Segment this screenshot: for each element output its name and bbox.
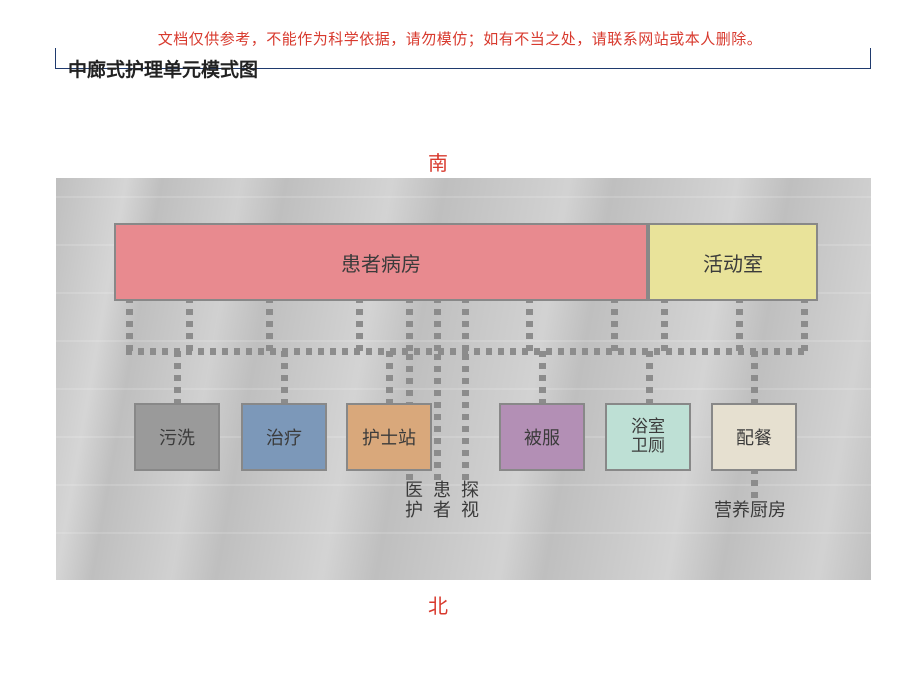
- corridor-path: [386, 348, 393, 405]
- corridor-path: [526, 301, 533, 351]
- room-treat: 治疗: [241, 403, 327, 471]
- entry-label: 患者: [428, 480, 454, 520]
- corridor-path: [801, 301, 808, 351]
- corridor-path: [751, 348, 758, 405]
- corridor-path: [646, 348, 653, 405]
- disclaimer-text: 文档仅供参考，不能作为科学依据，请勿模仿；如有不当之处，请联系网站或本人删除。: [0, 28, 920, 49]
- corridor-path: [356, 301, 363, 351]
- direction-south-label: 南: [428, 147, 448, 176]
- corridor-path: [611, 301, 618, 351]
- corridor-path: [186, 301, 193, 351]
- kitchen-label: 营养厨房: [714, 496, 786, 522]
- room-bedding: 被服: [499, 403, 585, 471]
- room-bath: 浴室卫厕: [605, 403, 691, 471]
- direction-north-label: 北: [428, 590, 448, 619]
- corridor-path: [406, 301, 413, 351]
- room-dirty: 污洗: [134, 403, 220, 471]
- corridor-path: [751, 471, 758, 498]
- corridor-path: [434, 301, 441, 351]
- corridor-path: [434, 348, 441, 480]
- corridor-path: [462, 348, 469, 480]
- page-title: 中廊式护理单元模式图: [68, 55, 258, 82]
- corridor-path: [539, 348, 546, 405]
- corridor-path: [661, 301, 668, 351]
- corridor-path: [281, 348, 288, 405]
- corridor-path: [736, 301, 743, 351]
- nursing-unit-diagram: 患者病房活动室污洗治疗护士站被服浴室卫厕配餐医护患者探视 营养厨房: [56, 178, 871, 580]
- entry-label: 探视: [456, 480, 482, 520]
- room-nurse: 护士站: [346, 403, 432, 471]
- corridor-path: [126, 301, 133, 351]
- room-ward: 患者病房: [114, 223, 648, 301]
- room-activity: 活动室: [648, 223, 818, 301]
- corridor-path: [462, 301, 469, 351]
- corridor-path: [174, 348, 181, 405]
- corridor-path: [266, 301, 273, 351]
- room-meal: 配餐: [711, 403, 797, 471]
- entry-label: 医护: [400, 480, 426, 520]
